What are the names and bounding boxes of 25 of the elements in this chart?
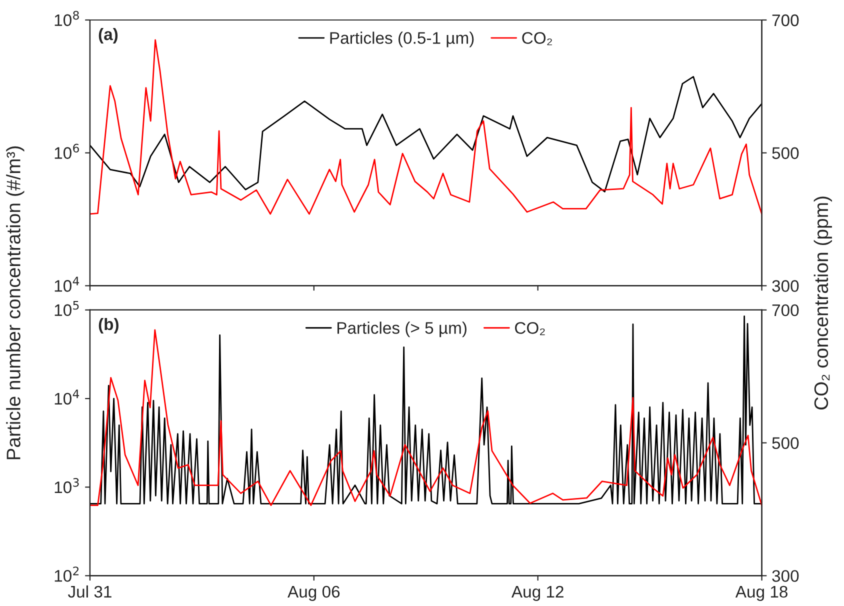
y2-tick-label: 300 (772, 280, 799, 292)
y-tick-label: 10$^{3}$ (54, 478, 79, 494)
legend-label: Particles (> 5 µm) (337, 322, 466, 338)
y2-axis-title: CO₂ concentration (ppm) (814, 196, 832, 410)
annotation: (b) (98, 318, 118, 334)
y-tick-label: 10$^{6}$ (54, 144, 79, 159)
y2-tick-label: 300 (772, 570, 799, 582)
annotation: (a) (98, 28, 118, 44)
y-axis-title: Particle number concentration (#/m³) (6, 146, 24, 460)
y-tick-label: 10$^{4}$ (54, 276, 80, 292)
x-tick-label: Aug 12 (511, 586, 564, 601)
y-tick-label: 10$^{8}$ (54, 10, 79, 26)
x-tick-label: Jul 31 (68, 585, 112, 598)
x-tick-label: Aug 06 (288, 586, 340, 601)
y2-tick-label: 500 (772, 437, 799, 450)
y-tick-label: 10$^{2}$ (54, 566, 79, 582)
legend-label: CO₂ (515, 322, 545, 336)
y2-tick-label: 700 (772, 304, 799, 316)
y-tick-label: 10$^{4}$ (54, 390, 80, 405)
y2-tick-label: 700 (772, 14, 799, 26)
legend-label: Particles (0.5-1 µm) (330, 32, 474, 48)
legend-label: CO₂ (522, 32, 552, 46)
x-tick-label: Aug 18 (735, 586, 788, 601)
y-tick-label: 10$^{5}$ (54, 301, 79, 316)
y2-tick-label: 500 (772, 147, 799, 160)
